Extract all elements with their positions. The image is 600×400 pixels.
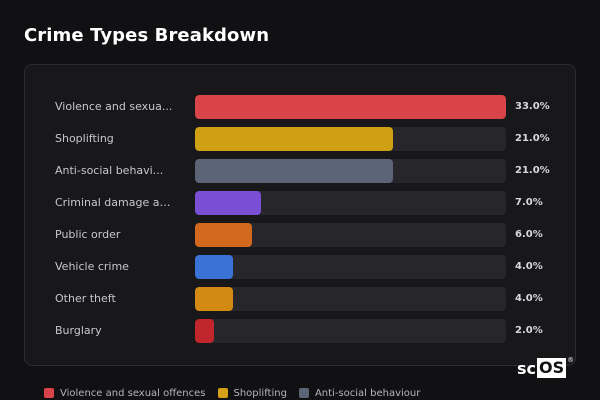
legend-item: Violence and sexual offences <box>44 388 206 399</box>
logo-box-text: OS <box>537 358 567 378</box>
bar-track <box>195 159 506 183</box>
bar-rows: Violence and sexua... 33.0% Shoplifting 21.… <box>25 65 575 365</box>
bar <box>195 191 261 215</box>
category-label: Violence and sexua... <box>55 100 173 113</box>
category-label: Anti-social behavi... <box>55 164 164 177</box>
legend-label: Shoplifting <box>233 387 287 399</box>
category-label: Burglary <box>55 324 102 337</box>
bar-row: Other theft 4.0% <box>25 287 575 311</box>
value-label: 21.0% <box>515 165 550 176</box>
value-label: 4.0% <box>515 293 543 304</box>
bar-row: Burglary 2.0% <box>25 319 575 343</box>
value-label: 21.0% <box>515 133 550 144</box>
bar <box>195 127 393 151</box>
category-label: Shoplifting <box>55 132 114 145</box>
legend-item: Anti-social behaviour <box>298 387 421 399</box>
value-label: 4.0% <box>515 261 543 272</box>
bar-row: Public order 6.0% <box>25 223 575 247</box>
bar <box>195 223 252 247</box>
bar-row: Violence and sexua... 33.0% <box>25 95 575 119</box>
legend-swatch <box>44 388 54 398</box>
value-label: 7.0% <box>515 197 543 208</box>
category-label: Other theft <box>55 292 116 305</box>
logo-text: sc <box>517 358 537 378</box>
logo-registered-mark: ® <box>567 356 575 364</box>
legend-label: Anti-social behaviour <box>314 387 421 399</box>
bar-track <box>195 223 506 247</box>
bar <box>195 319 214 343</box>
legend-item: Shoplifting <box>217 387 287 399</box>
bar-row: Vehicle crime 4.0% <box>25 255 575 279</box>
bar <box>195 255 233 279</box>
chart-card: Violence and sexua... 33.0% Shoplifting 21.… <box>24 64 576 366</box>
page-title: Crime Types Breakdown <box>24 25 270 46</box>
bar-row: Shoplifting 21.0% <box>25 127 575 151</box>
value-label: 33.0% <box>515 101 550 112</box>
bar-track <box>195 95 506 119</box>
category-label: Vehicle crime <box>55 260 129 273</box>
bar-track <box>195 191 506 215</box>
bar-track <box>195 127 506 151</box>
legend-swatch <box>298 388 309 398</box>
bar <box>195 95 506 119</box>
bar <box>195 287 233 311</box>
chart-legend: Violence and sexual offences Shoplifting A… <box>44 386 420 400</box>
value-label: 2.0% <box>515 325 543 336</box>
bar-track <box>195 319 506 343</box>
category-label: Public order <box>55 228 121 241</box>
bar-track <box>195 287 506 311</box>
bar <box>195 159 393 183</box>
category-label: Criminal damage an... <box>55 196 173 209</box>
bar-track <box>195 255 506 279</box>
value-label: 6.0% <box>515 229 543 240</box>
legend-label: Violence and sexual offences <box>60 387 206 399</box>
bar-row: Criminal damage an... 7.0% <box>25 191 575 215</box>
scos-logo: sc OS ® <box>517 356 575 378</box>
legend-swatch <box>217 388 228 398</box>
bar-row: Anti-social behavi... 21.0% <box>25 159 575 183</box>
